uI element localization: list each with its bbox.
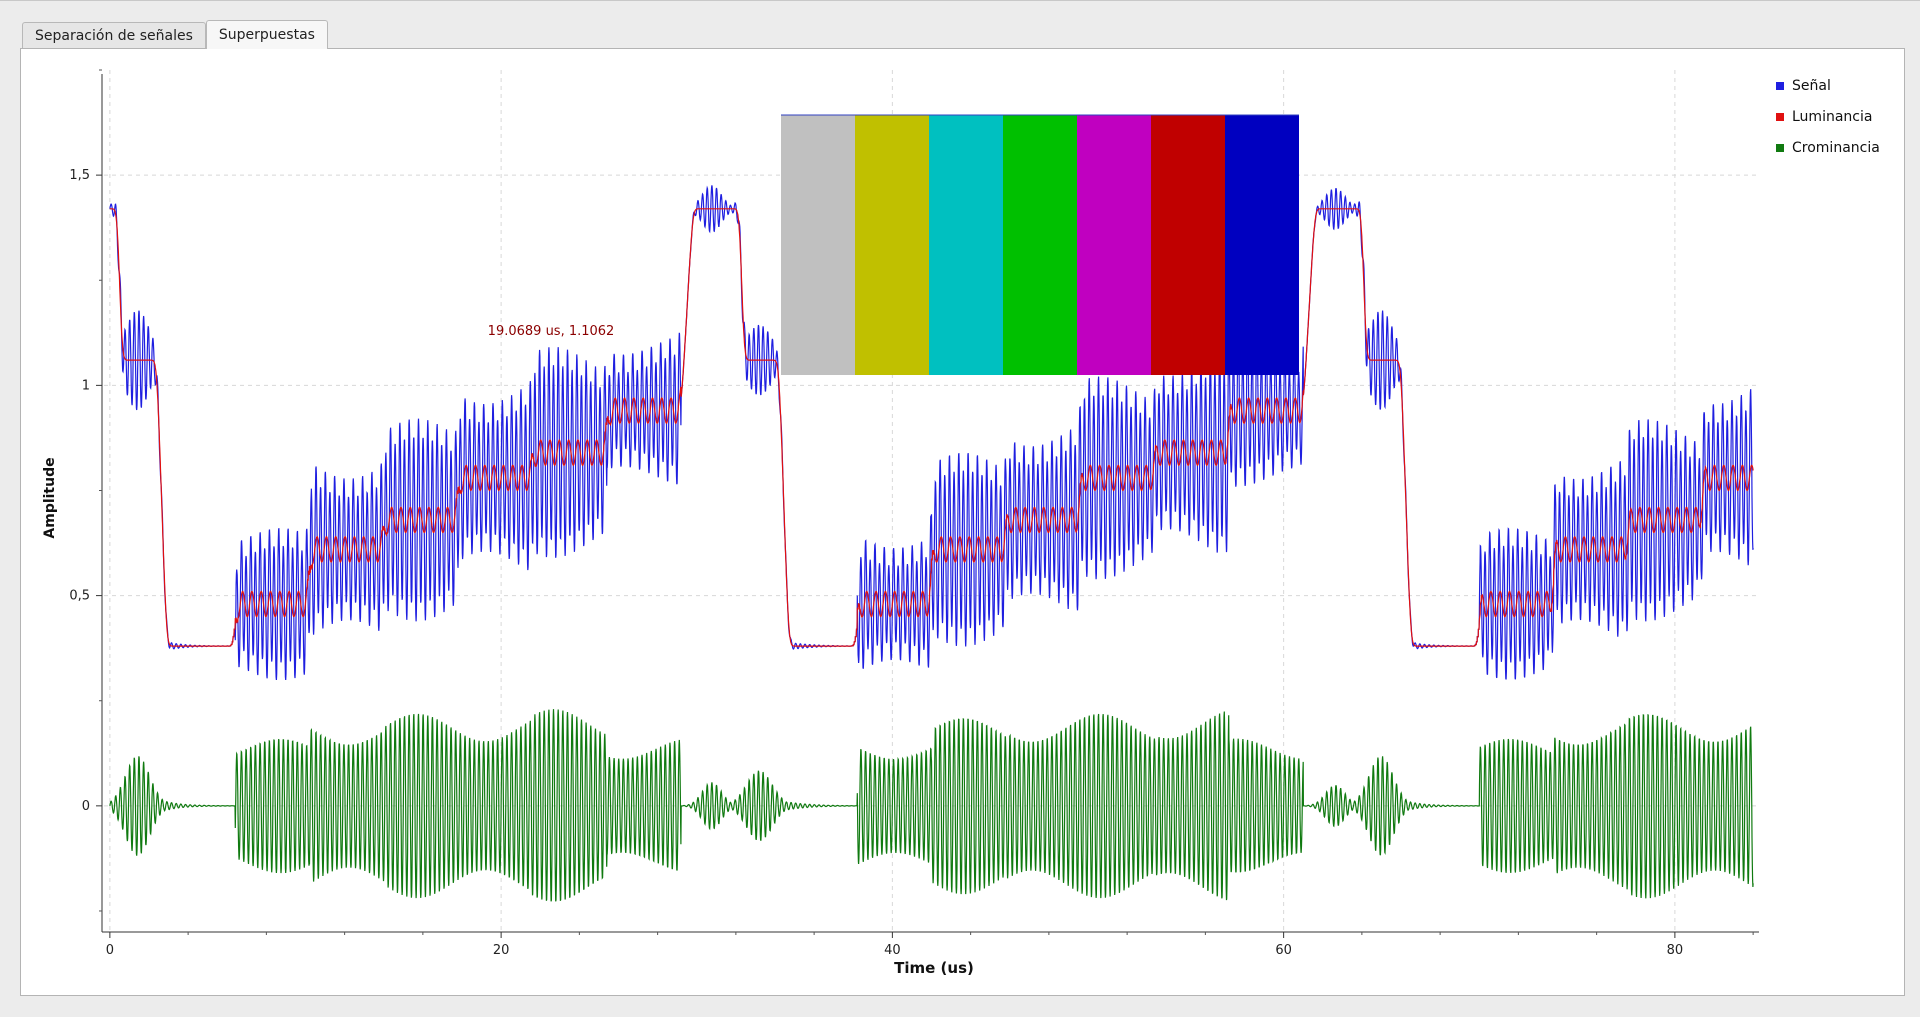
legend-item-crominancia[interactable]: Crominancia bbox=[1776, 132, 1880, 163]
color-bar bbox=[1151, 115, 1225, 375]
y-tick-label: 0 bbox=[82, 799, 90, 814]
x-tick-label: 60 bbox=[1275, 943, 1292, 958]
color-bar bbox=[855, 115, 929, 375]
x-tick-label: 20 bbox=[493, 943, 510, 958]
window-top-border bbox=[0, 0, 1920, 1]
color-bar bbox=[781, 115, 855, 375]
legend-swatch-senal bbox=[1776, 81, 1784, 90]
legend-swatch-crominancia bbox=[1776, 143, 1784, 152]
series-crominancia bbox=[109, 709, 1754, 902]
axes: 0 20 40 60 80 0 0,5 1 1,5 bbox=[69, 69, 1759, 958]
tab-separacion[interactable]: Separación de señales bbox=[22, 22, 206, 49]
color-bar bbox=[1077, 115, 1151, 375]
color-bar bbox=[1003, 115, 1077, 375]
legend-item-senal[interactable]: Señal bbox=[1776, 70, 1880, 101]
x-tick-label: 80 bbox=[1667, 943, 1684, 958]
series-luminancia bbox=[109, 208, 1754, 647]
x-tick-label: 0 bbox=[106, 943, 114, 958]
x-axis-label: Time (us) bbox=[894, 959, 974, 977]
y-axis-label: Amplitude bbox=[42, 457, 58, 538]
color-bar bbox=[929, 115, 1003, 375]
legend-swatch-luminancia bbox=[1776, 112, 1784, 121]
legend-label-senal: Señal bbox=[1792, 77, 1831, 94]
x-tick-label: 40 bbox=[884, 943, 901, 958]
cursor-annotation: 19.0689 us, 1.1062 bbox=[488, 324, 615, 339]
legend-label-crominancia: Crominancia bbox=[1792, 139, 1880, 156]
legend-label-luminancia: Luminancia bbox=[1792, 108, 1873, 125]
y-tick-label: 1,5 bbox=[69, 168, 90, 183]
y-tick-label: 1 bbox=[82, 378, 90, 393]
series-layer bbox=[109, 185, 1754, 902]
color-bar-inset bbox=[781, 114, 1299, 375]
y-tick-label: 0,5 bbox=[69, 589, 90, 604]
legend-item-luminancia[interactable]: Luminancia bbox=[1776, 101, 1880, 132]
color-bar bbox=[1225, 115, 1299, 375]
legend: Señal Luminancia Crominancia bbox=[1776, 70, 1880, 163]
tab-superpuestas[interactable]: Superpuestas bbox=[205, 20, 328, 49]
tab-bar: Separación de señales Superpuestas bbox=[22, 20, 328, 49]
